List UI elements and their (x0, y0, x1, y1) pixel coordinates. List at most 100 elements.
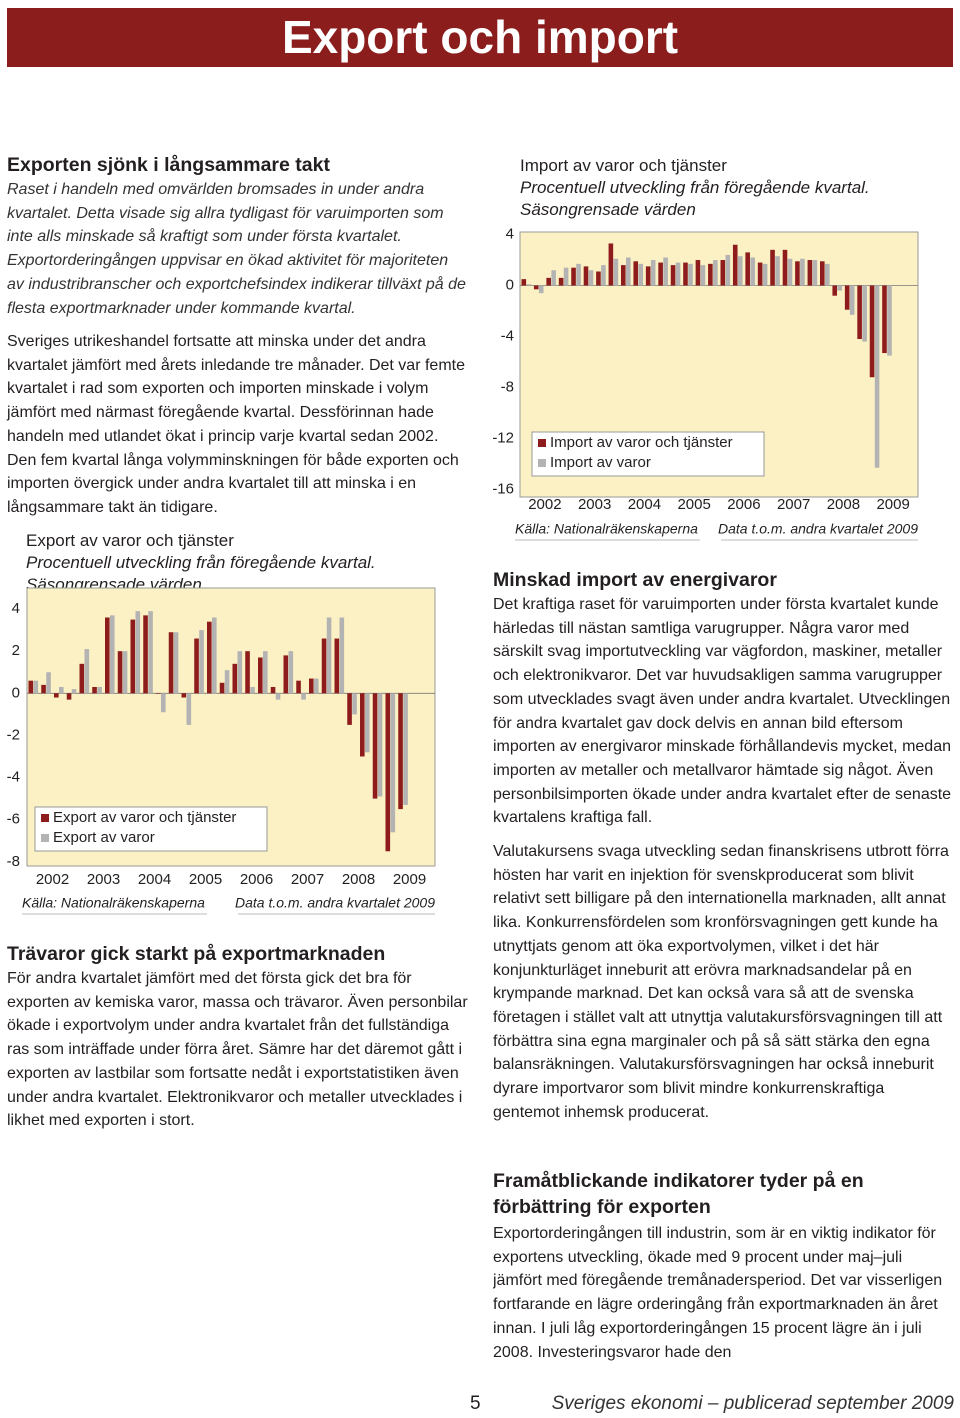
bar (558, 277, 564, 286)
bar (825, 263, 830, 286)
bar (186, 693, 192, 725)
x-tick-label: 2003 (578, 496, 611, 513)
bar (398, 693, 403, 810)
legend-swatch (41, 834, 49, 842)
bar (869, 285, 875, 378)
bar (720, 260, 726, 286)
x-tick-label: 2004 (138, 871, 171, 888)
bar (372, 693, 378, 799)
legend-box (34, 806, 268, 852)
bar (309, 678, 314, 694)
bar (708, 263, 713, 286)
bar (263, 651, 268, 694)
bar (219, 682, 225, 694)
bar (546, 277, 551, 286)
bar (596, 271, 601, 286)
bar (194, 638, 199, 694)
bar (148, 611, 153, 694)
bar (844, 285, 850, 310)
bar (71, 689, 77, 694)
bar (360, 693, 365, 757)
bar (663, 257, 668, 286)
bar (533, 285, 539, 290)
bar (849, 285, 855, 315)
heading: Trävaror gick starkt på exportmarknaden (7, 943, 386, 965)
bar (837, 285, 843, 291)
data-note: Data t.o.m. andra kvartalet 2009 (235, 895, 435, 911)
bar (563, 267, 569, 286)
data-note: Data t.o.m. andra kvartalet 2009 (718, 521, 918, 537)
chart-note: Säsongrensade värden (520, 200, 696, 219)
bar (245, 651, 250, 694)
bar (882, 285, 887, 354)
bar (66, 693, 72, 700)
y-tick-label: -4 (7, 769, 20, 786)
y-tick-label: -6 (7, 811, 20, 828)
x-tick-label: 2002 (36, 871, 69, 888)
bar (633, 261, 639, 286)
bar (775, 256, 780, 286)
bar (732, 244, 738, 286)
bar (33, 680, 39, 694)
bar (571, 267, 576, 286)
bar (130, 619, 136, 694)
paragraph: För andra kvartalet jämfört med det förs… (7, 970, 468, 1130)
bar (105, 617, 110, 694)
legend-label: Export av varor och tjänster (53, 809, 236, 826)
bar (46, 672, 51, 694)
legend-label: Export av varor (53, 829, 155, 846)
bar (117, 651, 123, 694)
y-tick-label: -8 (501, 378, 514, 395)
bar (314, 678, 319, 694)
bar (576, 263, 581, 286)
bar (79, 663, 85, 694)
x-tick-label: 2002 (528, 496, 561, 513)
bar (403, 693, 408, 805)
footer-text: Sveriges ekonomi – publicerad september … (551, 1393, 954, 1414)
bar (385, 693, 391, 852)
chart-title: Import av varor och tjänster (520, 156, 727, 175)
y-tick-label: -16 (492, 480, 514, 497)
chart: 4 2 0 -2 -4 -6 -8 2002 2003 2004 2005 2006 2007 2008 2… (7, 587, 436, 915)
x-tick-label: 2009 (393, 871, 426, 888)
bar (832, 285, 838, 296)
bar (365, 693, 370, 753)
bar (224, 670, 230, 694)
page-title: Export och import (7, 8, 953, 67)
x-tick-label: 2009 (876, 496, 909, 513)
paragraph: Sveriges utrikeshandel fortsatte att min… (7, 333, 465, 516)
lead: Raset i handeln med omvärlden bromsades … (7, 181, 466, 317)
bar (156, 693, 161, 694)
bar (583, 266, 589, 286)
bar (41, 684, 46, 694)
heading: Exporten sjönk i långsammare takt (7, 154, 330, 176)
bar (326, 617, 332, 694)
legend-label: Import av varor (550, 454, 651, 471)
y-tick-label: -2 (7, 726, 20, 743)
y-tick-label: 4 (506, 226, 514, 243)
bar (161, 693, 166, 713)
bar (750, 257, 755, 286)
bar (812, 260, 818, 286)
bar (874, 285, 880, 468)
chart-heading: Import av varor och tjänster Procentuell… (520, 155, 950, 221)
y-tick-label: 0 (12, 684, 20, 701)
bar (725, 254, 731, 286)
bar (757, 262, 763, 286)
bar (97, 686, 102, 694)
bar (321, 638, 327, 694)
bar (887, 285, 892, 356)
bar (857, 285, 862, 340)
bar (92, 686, 97, 694)
legend-swatch (538, 439, 546, 447)
bar (237, 651, 243, 694)
x-tick-label: 2003 (87, 871, 120, 888)
y-tick-label: 0 (506, 276, 514, 293)
legend-swatch (538, 459, 546, 467)
bar (168, 632, 174, 694)
x-tick-label: 2007 (291, 871, 324, 888)
x-tick-label: 2008 (342, 871, 375, 888)
bar (695, 260, 701, 286)
heading: Minskad import av energivaror (493, 569, 777, 591)
bar (621, 265, 626, 286)
